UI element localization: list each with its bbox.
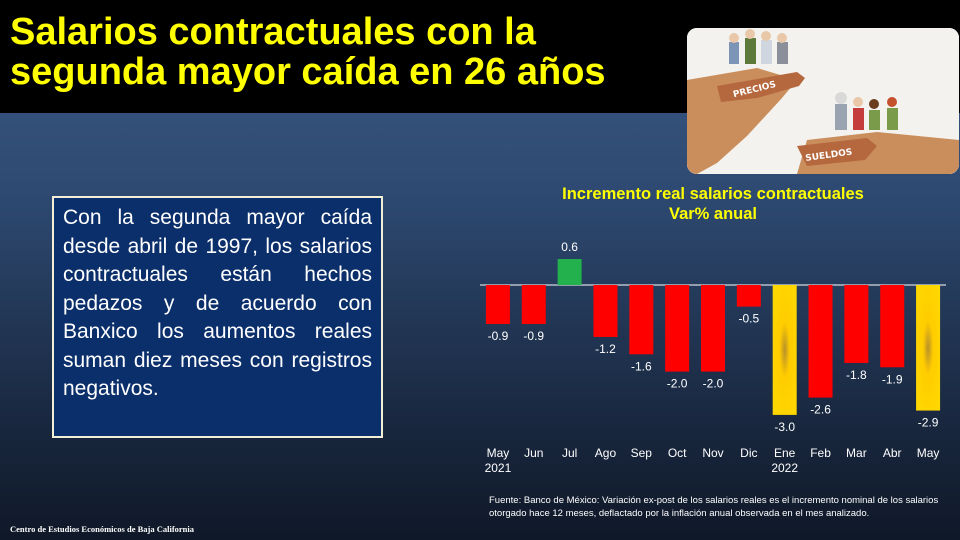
bar-12 — [916, 285, 941, 411]
cartoon-illustration: PRECIOS SUELDOS — [687, 28, 959, 174]
page-title: Salarios contractuales con la segunda ma… — [10, 11, 606, 93]
data-label-3: -1.2 — [595, 342, 616, 356]
category-label-5: Oct — [668, 446, 687, 460]
category-label-6: Nov — [702, 446, 723, 460]
category-label-7: Dic — [740, 446, 757, 460]
bar-4 — [629, 285, 654, 355]
bar-7 — [736, 285, 761, 307]
data-label-1: -0.9 — [523, 329, 544, 343]
category-label-0: May — [487, 446, 510, 460]
summary-text: Con la segunda mayor caída desde abril d… — [63, 206, 372, 400]
cartoon-people-top — [729, 29, 788, 64]
data-label-6: -2.0 — [703, 377, 724, 391]
bar-0 — [485, 285, 510, 324]
data-label-12: -2.9 — [918, 416, 939, 430]
data-label-8: -3.0 — [774, 420, 795, 434]
data-label-5: -2.0 — [667, 377, 688, 391]
data-label-4: -1.6 — [631, 359, 652, 373]
data-label-7: -0.5 — [739, 312, 760, 326]
data-label-0: -0.9 — [488, 329, 509, 343]
cartoon-image: PRECIOS SUELDOS — [687, 28, 959, 174]
bar-6 — [701, 285, 725, 372]
data-label-10: -1.8 — [846, 368, 867, 382]
chart-subtitle: Var% anual — [668, 205, 758, 223]
category-label-9: Feb — [810, 446, 831, 460]
chart-title-block: Incremento real salarios contractuales V… — [500, 184, 926, 224]
year-label-8: 2022 — [771, 461, 798, 475]
bar-10 — [844, 285, 869, 363]
category-label-10: Mar — [846, 446, 867, 460]
bar-9 — [808, 285, 833, 398]
cartoon-people-bottom — [835, 92, 898, 130]
category-label-3: Ago — [595, 446, 617, 460]
bar-11 — [880, 285, 905, 368]
year-label-0: 2021 — [485, 461, 512, 475]
data-label-2: 0.6 — [561, 240, 578, 254]
category-label-11: Abr — [883, 446, 902, 460]
category-label-12: May — [917, 446, 940, 460]
footer-credit: Centro de Estudios Económicos de Baja Ca… — [10, 524, 195, 534]
chart-title: Incremento real salarios contractuales — [562, 185, 864, 203]
bar-1 — [521, 285, 546, 324]
bar-3 — [593, 285, 618, 337]
category-label-4: Sep — [631, 446, 653, 460]
data-label-9: -2.6 — [810, 403, 831, 417]
bar-2 — [557, 259, 582, 285]
bar-5 — [665, 285, 690, 372]
bar-8 — [772, 285, 797, 415]
category-label-2: Jul — [562, 446, 577, 460]
source-note: Fuente: Banco de México: Variación ex-po… — [489, 495, 939, 519]
summary-textbox: Con la segunda mayor caída desde abril d… — [52, 196, 383, 438]
data-label-11: -1.9 — [882, 372, 903, 386]
category-label-1: Jun — [524, 446, 543, 460]
category-label-8: Ene — [774, 446, 796, 460]
